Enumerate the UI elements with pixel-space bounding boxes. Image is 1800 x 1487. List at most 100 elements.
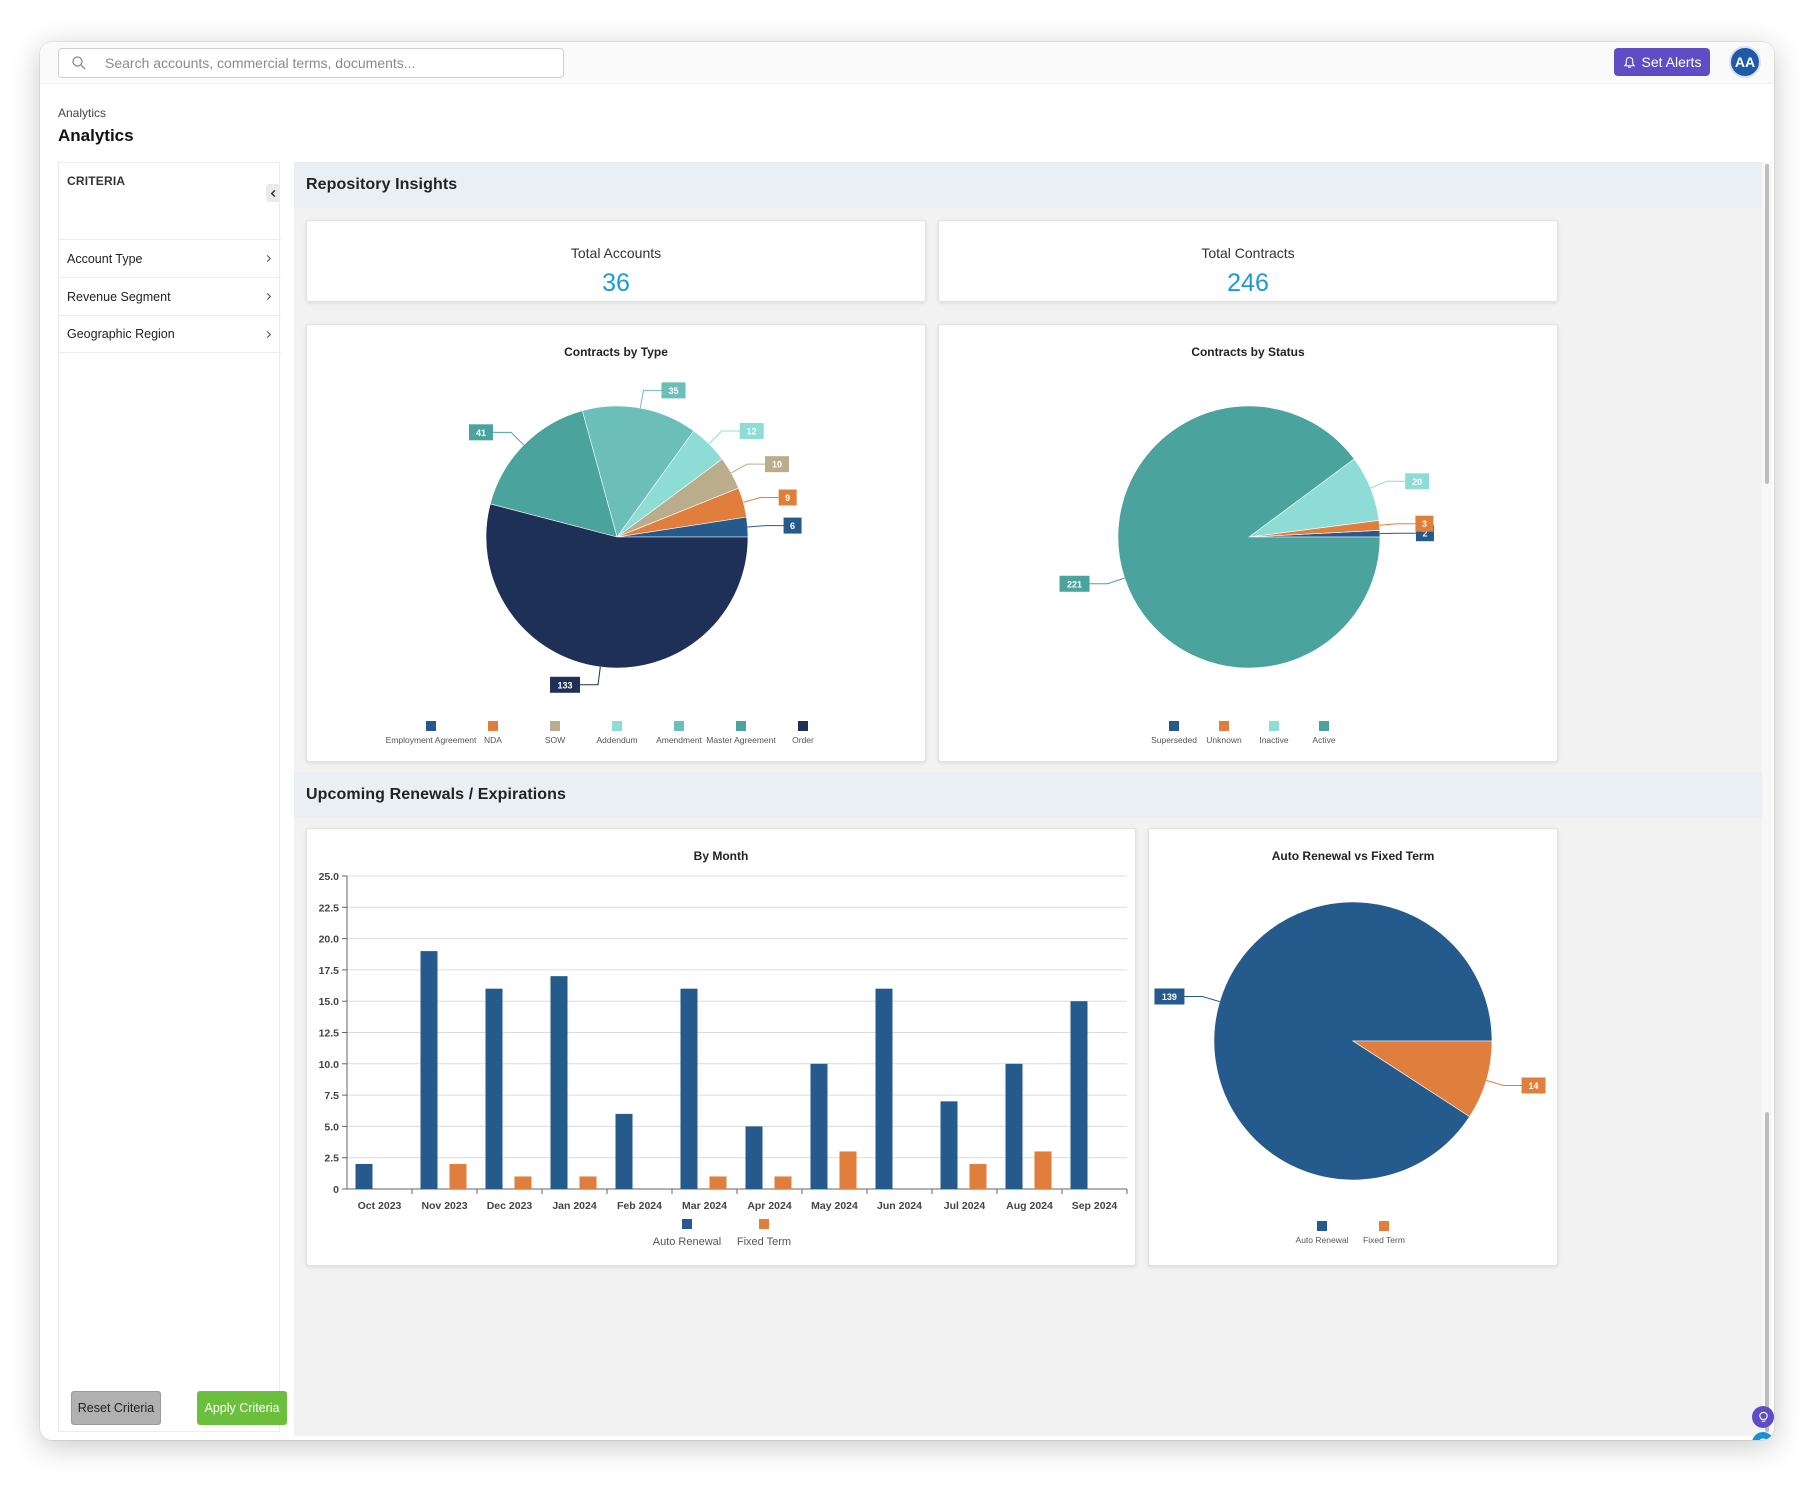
legend-swatch bbox=[1219, 721, 1229, 731]
slice-value-label: 2 bbox=[1422, 529, 1427, 539]
slice-connector bbox=[1089, 577, 1125, 585]
bar-fixed-term bbox=[514, 1176, 532, 1189]
slice-label-box bbox=[1415, 515, 1434, 532]
chevron-right-icon bbox=[266, 330, 272, 338]
search-box[interactable] bbox=[58, 48, 564, 78]
y-tick-label: 20.0 bbox=[319, 934, 340, 946]
bar-fixed-term bbox=[969, 1163, 987, 1189]
chevron-right-icon bbox=[266, 254, 272, 263]
slice-value-label: 41 bbox=[476, 428, 486, 438]
legend-label: Master Agreement bbox=[706, 735, 776, 745]
set-alerts-button[interactable]: Set Alerts bbox=[1614, 48, 1710, 76]
bar-auto-renewal bbox=[615, 1113, 633, 1189]
slice-connector bbox=[1184, 995, 1220, 1003]
reset-criteria-button[interactable]: Reset Criteria bbox=[71, 1391, 161, 1425]
x-tick-label: Dec 2023 bbox=[487, 1200, 533, 1212]
x-tick-label: Apr 2024 bbox=[747, 1200, 792, 1212]
slice-connector bbox=[731, 463, 765, 474]
slice-value-label: 14 bbox=[1529, 1081, 1539, 1091]
legend-swatch bbox=[682, 1219, 692, 1229]
legend-swatch bbox=[550, 721, 560, 731]
slice-label-box bbox=[739, 422, 764, 439]
slice-label-box bbox=[1405, 473, 1430, 490]
x-tick-label: Jun 2024 bbox=[877, 1200, 922, 1212]
slice-label-box bbox=[764, 456, 789, 473]
criteria-revenue-segment[interactable]: Revenue Segment bbox=[59, 277, 281, 315]
slice-label-box bbox=[1521, 1077, 1546, 1094]
legend-label: Amendment bbox=[656, 735, 702, 745]
bar-auto-renewal bbox=[680, 988, 698, 1189]
bar-auto-renewal bbox=[355, 1163, 373, 1189]
breadcrumb[interactable]: Analytics bbox=[58, 106, 107, 120]
criteria-label: Revenue Segment bbox=[67, 289, 171, 304]
bar-auto-renewal bbox=[875, 988, 893, 1189]
collapse-sidebar-button[interactable] bbox=[266, 184, 280, 202]
y-tick-label: 25.0 bbox=[319, 871, 340, 883]
total-accounts-label: Total Accounts bbox=[570, 245, 662, 261]
help-button[interactable]: ? bbox=[1752, 1432, 1774, 1440]
contracts-by-status-title: Contracts by Status bbox=[1191, 345, 1305, 359]
pie-slice-master-agreement bbox=[489, 410, 618, 538]
legend-swatch bbox=[1169, 721, 1179, 731]
pie-slice-order bbox=[485, 503, 749, 669]
bar-fixed-term bbox=[709, 1176, 727, 1189]
ideas-button[interactable] bbox=[1752, 1406, 1774, 1428]
bar-auto-renewal bbox=[550, 976, 568, 1189]
renewal-type-card: Auto Renewal vs Fixed Term 139 14 Auto Ren… bbox=[1148, 828, 1558, 1266]
legend-label: Superseded bbox=[1151, 735, 1197, 745]
y-tick-label: 7.5 bbox=[324, 1090, 339, 1102]
contracts-by-type-card: Contracts by Type 6 9 10 12 35 41 133 Employmen… bbox=[306, 324, 926, 762]
legend-label: NDA bbox=[484, 735, 502, 745]
legend-label: SOW bbox=[545, 735, 565, 745]
legend-swatch bbox=[488, 721, 498, 731]
scrollbar-thumb[interactable] bbox=[1765, 164, 1769, 484]
apply-criteria-button[interactable]: Apply Criteria bbox=[197, 1391, 287, 1425]
total-contracts-card[interactable]: Total Contracts 246 bbox=[938, 220, 1558, 302]
contracts-by-status-chart: 23 20 221 Superseded Unknown Inactive Active bbox=[1059, 405, 1434, 745]
criteria-geographic-region[interactable]: Geographic Region bbox=[59, 315, 281, 353]
legend-label: Order bbox=[792, 735, 814, 745]
slice-connector bbox=[708, 430, 740, 445]
chevron-left-icon bbox=[270, 189, 275, 197]
total-accounts-card[interactable]: Total Accounts 36 bbox=[306, 220, 926, 302]
x-tick-label: Feb 2024 bbox=[617, 1200, 662, 1212]
slice-value-label: 35 bbox=[668, 386, 678, 396]
slice-label-box bbox=[1059, 575, 1090, 592]
bar-fixed-term bbox=[449, 1163, 467, 1189]
bar-fixed-term bbox=[839, 1151, 857, 1189]
legend-swatch bbox=[1379, 1221, 1389, 1231]
search-icon bbox=[72, 56, 86, 70]
pie-slice-amendment bbox=[581, 405, 695, 538]
slice-value-label: 6 bbox=[790, 521, 795, 531]
criteria-label: Geographic Region bbox=[67, 327, 175, 341]
set-alerts-label: Set Alerts bbox=[1641, 54, 1702, 70]
criteria-label: Account Type bbox=[67, 251, 143, 266]
slice-label-box bbox=[783, 517, 802, 534]
slice-value-label: 221 bbox=[1067, 579, 1082, 589]
search-input[interactable] bbox=[105, 52, 545, 74]
criteria-heading: CRITERIA bbox=[67, 174, 126, 188]
bar-auto-renewal bbox=[420, 951, 438, 1189]
legend-label: Addendum bbox=[596, 735, 637, 745]
upcoming-renewals-header: Upcoming Renewals / Expirations bbox=[294, 772, 1762, 818]
pie-slice-active bbox=[1117, 405, 1381, 669]
y-tick-label: 10.0 bbox=[319, 1059, 340, 1071]
scrollbar-thumb-secondary[interactable] bbox=[1765, 1112, 1769, 1432]
slice-label-box bbox=[550, 676, 581, 693]
y-tick-label: 22.5 bbox=[319, 902, 340, 914]
top-bar: Set Alerts AA bbox=[40, 42, 1774, 84]
slice-value-label: 10 bbox=[772, 460, 782, 470]
bar-fixed-term bbox=[579, 1176, 597, 1189]
legend-swatch bbox=[426, 721, 436, 731]
avatar[interactable]: AA bbox=[1729, 46, 1761, 78]
slice-connector bbox=[639, 389, 662, 409]
scrollbar-track[interactable] bbox=[1762, 162, 1772, 1436]
x-tick-label: Mar 2024 bbox=[682, 1200, 727, 1212]
criteria-account-type[interactable]: Account Type bbox=[59, 239, 281, 277]
bar-auto-renewal bbox=[810, 1063, 828, 1189]
slice-label-box bbox=[468, 424, 493, 441]
criteria-sidebar: CRITERIA Account Type Revenue Segment Ge… bbox=[58, 162, 287, 1432]
x-tick-label: Jul 2024 bbox=[944, 1200, 986, 1212]
legend-label: Auto Renewal bbox=[1296, 1235, 1349, 1245]
legend-swatch bbox=[1317, 1221, 1327, 1231]
